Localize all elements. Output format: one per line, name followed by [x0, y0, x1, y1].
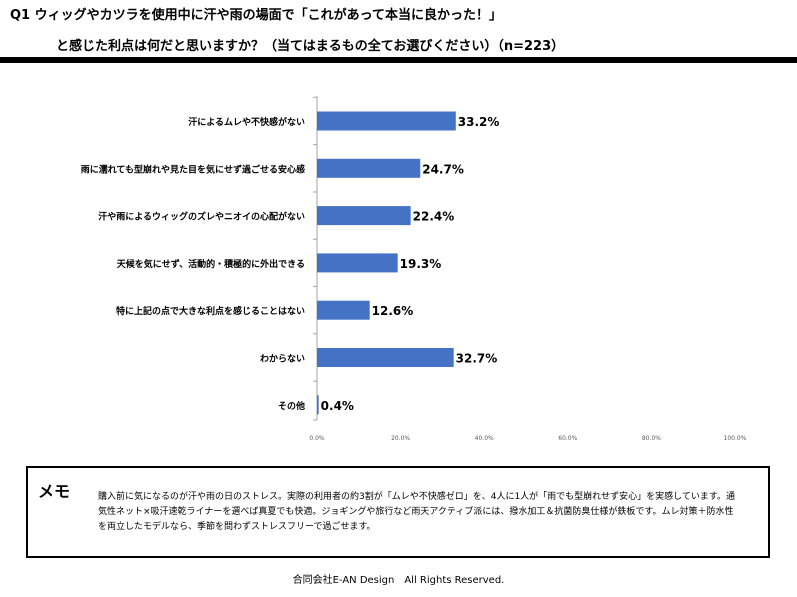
data-label: 33.2% [458, 115, 500, 129]
title-divider [0, 57, 797, 63]
x-tick-label: 0.0% [309, 435, 325, 442]
bar [317, 253, 398, 273]
data-label: 12.6% [372, 304, 414, 318]
bar-chart: 汗によるムレや不快感がない 33.2% 雨に濡れても型崩れや見た目を気にせず過ごせる… [81, 96, 747, 442]
category-label: わからない [260, 354, 305, 365]
page-title-line1: Q1 ウィッグやカツラを使用中に汗や雨の場面で「これがあって本当に良かった！」 [10, 8, 502, 23]
bar [317, 300, 370, 320]
memo-title: メモ [38, 482, 71, 501]
category-label: 汗や雨によるウィッグのズレやニオイの心配がない [98, 211, 305, 223]
copyright-footer: 合同会社E-AN Design All Rights Reserved. [292, 575, 505, 586]
category-label: 汗によるムレや不快感がない [188, 116, 305, 128]
bar [317, 206, 411, 226]
data-label: 19.3% [400, 257, 442, 271]
x-tick-label: 20.0% [391, 435, 410, 442]
data-label: 24.7% [422, 162, 464, 176]
memo-box: メモ 購入前に気になるのが汗や雨の日のストレス。実際の利用者の約3割が「ムレや不… [26, 466, 770, 558]
data-label: 32.7% [456, 352, 498, 366]
data-label: 0.4% [321, 399, 354, 413]
category-label: 特に上記の点で大きな利点を感じることはない [116, 305, 305, 317]
bar [317, 348, 454, 367]
bar [317, 111, 456, 131]
memo-text: 購入前に気になるのが汗や雨の日のストレス。実際の利用者の約3割が「ムレや不快感ゼ… [98, 492, 736, 532]
data-label: 22.4% [413, 210, 455, 224]
category-label: 雨に濡れても型崩れや見た目を気にせず過ごせる安心感 [81, 163, 305, 175]
x-tick-label: 40.0% [475, 435, 494, 442]
page-title-line2: と感じた利点は何だと思いますか？（当てはまるもの全てお選びください）（n=223… [56, 39, 565, 54]
bar [317, 158, 421, 178]
x-tick-label: 80.0% [642, 435, 661, 442]
x-tick-label: 60.0% [558, 435, 577, 442]
bar [317, 395, 319, 415]
x-tick-label: 100.0% [724, 435, 747, 442]
category-label: その他 [278, 400, 305, 412]
category-label: 天候を気にせず、活動的・積極的に外出できる [117, 258, 305, 270]
